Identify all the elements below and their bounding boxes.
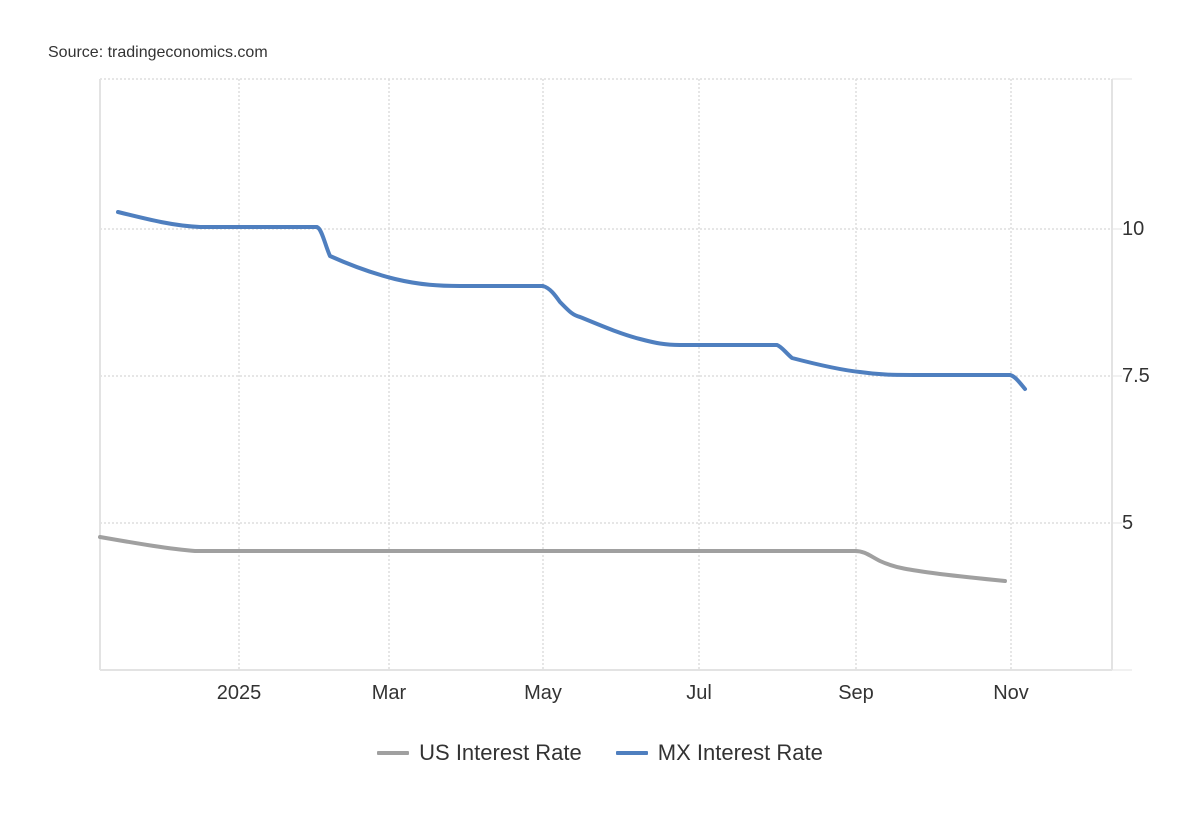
- x-tick-2025: 2025: [217, 682, 262, 704]
- axes: [99, 78, 1132, 671]
- legend-label: US Interest Rate: [419, 740, 582, 765]
- series-mx-interest-rate[interactable]: [116, 210, 1027, 391]
- series-us-interest-rate[interactable]: [98, 535, 1007, 583]
- legend-swatch-blue: [615, 751, 648, 755]
- y-tick-7-5: 7.5: [1122, 365, 1150, 387]
- legend-item-mx-interest-rate[interactable]: MX Interest Rate: [615, 740, 823, 766]
- x-tick-jul: Jul: [686, 682, 712, 704]
- legend: US Interest Rate MX Interest Rate: [0, 740, 1200, 766]
- legend-swatch-gray: [377, 751, 410, 755]
- x-tick-sep: Sep: [838, 682, 874, 704]
- y-tick-5: 5: [1122, 512, 1133, 534]
- legend-item-us-interest-rate[interactable]: US Interest Rate: [377, 740, 582, 766]
- legend-label: MX Interest Rate: [657, 740, 823, 765]
- x-tick-mar: Mar: [372, 682, 407, 704]
- source-label: Source: tradingeconomics.com: [48, 44, 268, 61]
- x-tick-may: May: [524, 682, 562, 704]
- x-tick-nov: Nov: [993, 682, 1029, 704]
- y-tick-10: 10: [1122, 218, 1144, 240]
